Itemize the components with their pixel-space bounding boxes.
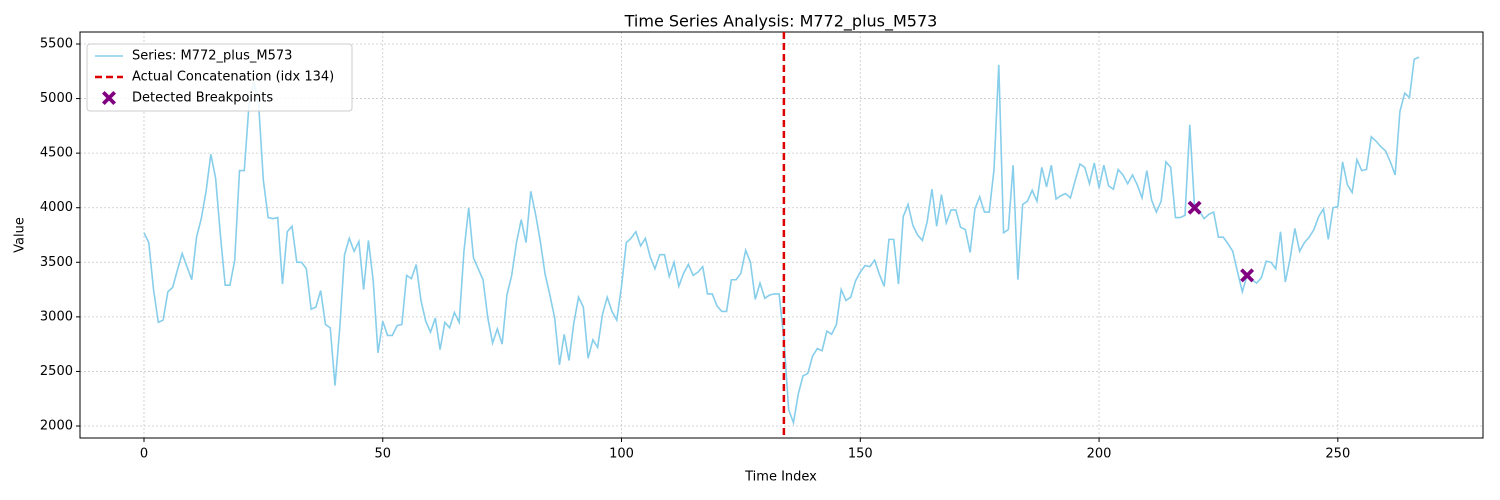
legend-label: Series: M772_plus_M573 [132,49,292,64]
series-line [143,56,1420,426]
y-tick-label: 3000 [40,309,73,324]
breakpoint-marker [1187,200,1202,215]
y-tick-label: 2000 [40,418,73,433]
y-tick-label: 5500 [40,37,73,52]
x-tick-label: 200 [1087,447,1112,462]
y-tick-label: 2500 [40,364,73,379]
x-tick-label: 50 [374,447,391,462]
legend-label: Actual Concatenation (idx 134) [132,70,334,85]
y-tick-label: 3500 [40,255,73,270]
chart-title: Time Series Analysis: M772_plus_M573 [624,12,938,32]
y-tick-label: 4000 [40,200,73,215]
x-tick-label: 250 [1325,447,1350,462]
plot-frame [79,31,1484,439]
y-axis-label: Value [13,217,28,253]
x-axis-label: Time Index [744,470,817,485]
y-tick-label: 4500 [40,146,73,161]
x-tick-label: 0 [140,447,148,462]
y-tick-label: 5000 [40,91,73,106]
x-tick-label: 100 [609,447,634,462]
breakpoint-marker [1240,268,1255,283]
legend-box [86,43,353,112]
x-tick-label: 150 [848,447,873,462]
legend-swatch [102,91,116,105]
legend-label: Detected Breakpoints [132,91,273,106]
